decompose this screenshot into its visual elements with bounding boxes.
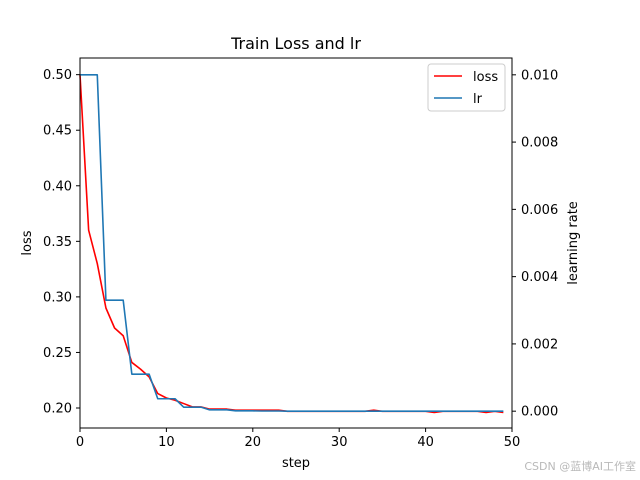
x-tick-label: 50 — [504, 435, 521, 450]
plot-frame — [79, 57, 513, 429]
series-line-loss — [79, 74, 504, 414]
x-tick-label: 10 — [158, 435, 175, 450]
y-axis-label: loss — [20, 230, 35, 255]
chart-title: Train Loss and lr — [230, 34, 361, 53]
legend-label-loss: loss — [473, 70, 498, 85]
y2-tick-label: 0.008 — [521, 136, 558, 151]
y2-tick-label: 0.004 — [521, 270, 558, 285]
plot-area — [79, 74, 504, 414]
y-tick-label: 0.40 — [43, 179, 72, 194]
x-tick-label: 0 — [76, 435, 84, 450]
series-line-lr — [80, 74, 504, 412]
y-tick-label: 0.25 — [43, 346, 72, 361]
y2-tick-label: 0.002 — [521, 337, 558, 352]
y2-tick-label: 0.000 — [521, 405, 558, 420]
x-axis-label: step — [282, 456, 310, 471]
x-tick-label: 40 — [417, 435, 434, 450]
y-tick-label: 0.50 — [43, 68, 72, 83]
legend-label-lr: lr — [473, 92, 483, 107]
y2-tick-label: 0.010 — [521, 68, 558, 83]
y-tick-label: 0.35 — [43, 235, 72, 250]
legend: loss lr — [427, 63, 506, 112]
x-tick-label: 30 — [331, 435, 348, 450]
x-tick-label: 20 — [245, 435, 262, 450]
y-tick-label: 0.45 — [43, 124, 72, 139]
y-tick-label: 0.30 — [43, 290, 72, 305]
watermark: CSDN @蓝博AI工作室 — [524, 460, 636, 473]
y-tick-label: 0.20 — [43, 402, 72, 417]
y2-tick-label: 0.006 — [521, 203, 558, 218]
y2-axis-label: learning rate — [566, 201, 581, 285]
